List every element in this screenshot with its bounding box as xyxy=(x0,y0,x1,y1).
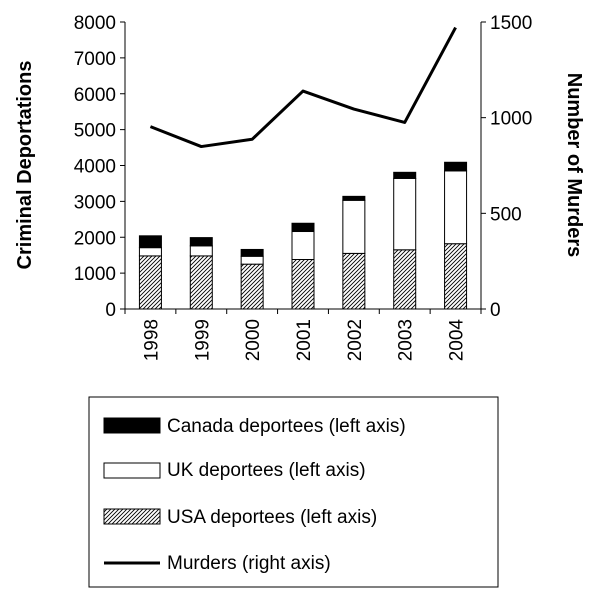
bar-black-2003 xyxy=(393,171,417,179)
legend-item-usa: USA deportees (left axis) xyxy=(103,507,377,528)
bar-black-2000 xyxy=(240,248,264,257)
bar-hatch-2001 xyxy=(291,258,315,310)
legend-label-uk: UK deportees (left axis) xyxy=(167,460,366,481)
y-axis-right-title: Number of Murders xyxy=(563,73,585,257)
legend-swatch-uk xyxy=(103,462,161,479)
legend-label-canada: Canada deportees (left axis) xyxy=(167,416,406,437)
legend-item-canada: Canada deportees (left axis) xyxy=(103,416,406,437)
bar-hatch-2000 xyxy=(240,263,264,310)
bar-black-1999 xyxy=(189,237,213,247)
legend-item-uk: UK deportees (left axis) xyxy=(103,460,366,481)
y-right-tick-label: 1500 xyxy=(490,13,532,34)
y-left-tick-label: 6000 xyxy=(74,85,116,106)
legend-item-murders: Murders (right axis) xyxy=(104,553,331,574)
legend-label-murders: Murders (right axis) xyxy=(167,553,331,574)
y-right-tick-label: 500 xyxy=(490,204,522,225)
legend-swatch-canada xyxy=(103,417,161,434)
y-left-tick-label: 4000 xyxy=(74,157,116,178)
bar-white-2001 xyxy=(291,231,315,260)
bar-white-2004 xyxy=(444,170,468,245)
bar-white-1999 xyxy=(189,245,213,257)
y-left-tick-label: 1000 xyxy=(74,264,116,285)
legend-swatch-usa xyxy=(103,508,161,525)
x-tick-label: 2001 xyxy=(294,319,315,361)
x-tick-label: 2003 xyxy=(396,319,417,361)
x-tick-label: 2002 xyxy=(345,319,366,361)
legend-label-usa: USA deportees (left axis) xyxy=(167,507,377,528)
bar-hatch-2003 xyxy=(393,249,417,310)
x-tick-label: 2004 xyxy=(447,319,468,362)
bar-white-2000 xyxy=(240,255,264,265)
y-left-tick-label: 5000 xyxy=(74,121,116,142)
murders-line xyxy=(149,26,457,149)
x-tick-label: 1998 xyxy=(141,319,162,361)
bar-white-2002 xyxy=(342,199,366,254)
y-left-tick-label: 3000 xyxy=(74,192,116,213)
y-left-tick-label: 7000 xyxy=(74,49,116,70)
bar-white-2003 xyxy=(393,177,417,251)
bar-black-2002 xyxy=(342,195,366,201)
x-tick-label: 1999 xyxy=(192,319,213,361)
plot-area: 0 1000 2000 3000 4000 5000 6000 7000 8000 0 500 100… xyxy=(74,13,533,361)
y-right-tick-label: 1000 xyxy=(490,109,532,130)
bar-white-1998 xyxy=(138,247,162,257)
y-left-tick-label: 2000 xyxy=(74,228,116,249)
y-left-tick-label: 8000 xyxy=(74,13,116,34)
y-left-tick-label: 0 xyxy=(105,300,116,321)
bar-hatch-1999 xyxy=(189,255,213,310)
bar-black-2001 xyxy=(291,222,315,233)
bar-hatch-1998 xyxy=(138,255,162,310)
x-tick-label: 2000 xyxy=(243,319,264,361)
bar-black-2004 xyxy=(444,161,468,172)
bar-hatch-2004 xyxy=(444,243,468,310)
bar-black-1998 xyxy=(138,235,162,249)
legend: Canada deportees (left axis) UK deportee… xyxy=(88,396,499,588)
bar-hatch-2002 xyxy=(342,252,366,310)
y-right-tick-label: 0 xyxy=(490,300,501,321)
y-axis-left-title: Criminal Deportations xyxy=(14,61,36,270)
